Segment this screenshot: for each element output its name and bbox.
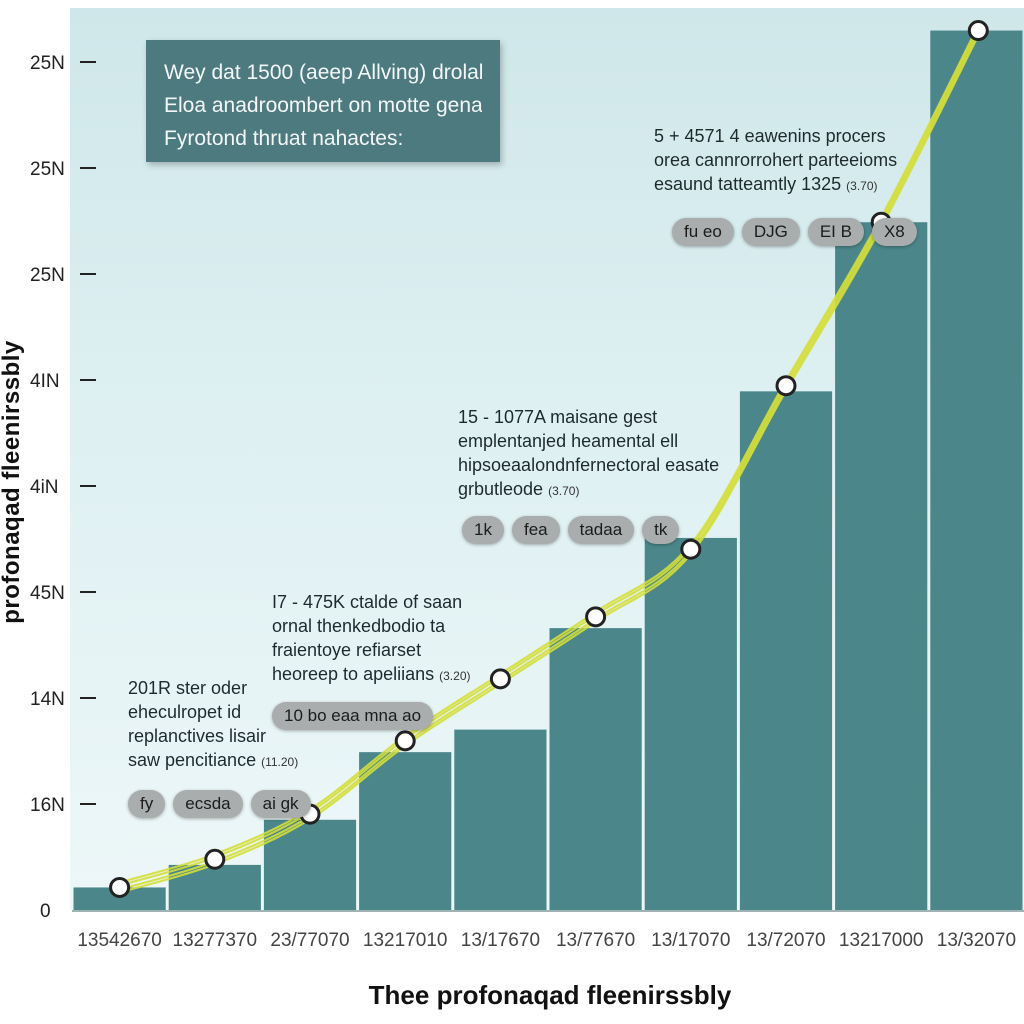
data-point (204, 848, 226, 870)
data-point (489, 668, 511, 690)
annotation-pill: X8 (871, 218, 917, 246)
x-tick-label: 13/72070 (746, 930, 825, 951)
annotation-3-pills: 1k fea tadaa tk (462, 516, 680, 544)
annotation-text: I7 - 475K ctalde of saan (272, 592, 463, 612)
data-point (109, 876, 131, 898)
annotation-pill: EI B (807, 218, 864, 246)
bar (549, 628, 642, 910)
y-tick-label: 14N (30, 689, 65, 710)
annotation-pill: tadaa (567, 516, 635, 544)
y-tick-label: 16N (30, 795, 65, 816)
x-tick-label: 13/77670 (556, 930, 635, 951)
x-tick-label: 13542670 (77, 930, 162, 951)
annotation-text: replanctives lisair (128, 726, 267, 746)
annotation-pill: tk (642, 516, 680, 544)
annotation-text: 15 - 1077A maisane gest (458, 407, 658, 427)
y-tick-label: 25N (30, 265, 65, 286)
annotation-tag: (11.20) (261, 755, 299, 769)
annotation-text: hipsoeaalondnfernectoral easate (458, 455, 720, 475)
annotation-pill: fy (128, 790, 166, 818)
annotation-pill: ecsda (173, 790, 243, 818)
bar (73, 887, 166, 910)
annotation-2-pills: 10 bo eaa mna ao (272, 702, 434, 730)
y-tick-label: 25N (30, 53, 65, 74)
annotation-1: 201R ster oder eheculropet id replanctiv… (128, 676, 298, 774)
x-tick-label: 13217000 (839, 930, 924, 951)
annotation-tag: (3.20) (439, 669, 471, 683)
x-tick-label: 13/17070 (651, 930, 730, 951)
annotation-1-pills: fy ecsda ai gk (128, 790, 311, 818)
bar (454, 729, 547, 910)
annotation-text: saw pencitiance (128, 750, 257, 770)
bar (644, 537, 737, 910)
annotation-text: heoreep to apeliians (272, 664, 435, 684)
annotation-2: I7 - 475K ctalde of saan ornal thenkedbo… (272, 590, 471, 688)
annotation-text: 5 + 4571 4 eawenins procers (654, 126, 886, 146)
annotation-text: esaund tatteamtly 1325 (654, 174, 842, 194)
bar (739, 391, 833, 911)
annotation-text: fraientoye refiarset (272, 640, 422, 660)
data-point (394, 730, 416, 752)
x-axis-label: Thee profonaqad fleenirssbly (368, 980, 732, 1010)
bar (835, 222, 928, 911)
annotation-pill: ai gk (250, 790, 311, 818)
annotation-pill: fu eo (672, 218, 734, 246)
data-point (585, 606, 607, 628)
y-tick-label: 4iN (30, 477, 59, 498)
data-point (967, 20, 989, 42)
annotation-tag: (3.70) (846, 179, 878, 193)
bar-series (73, 30, 1023, 911)
x-tick-label: 13/32070 (937, 930, 1016, 951)
annotation-text: grbutleode (458, 479, 544, 499)
annotation-text: orea cannrorrohert parteeioms (654, 150, 898, 170)
chart-subtitle-line: Fyrotond thruat nahactes: (164, 127, 404, 150)
annotation-pill: 1k (462, 516, 504, 544)
y-tick-label: 45N (30, 583, 65, 604)
bar (263, 819, 357, 910)
x-tick-label: 13217010 (363, 930, 448, 951)
annotation-pill: fea (511, 516, 560, 544)
annotation-pill: DJG (741, 218, 800, 246)
bar (930, 30, 1023, 911)
annotation-text: emplentanjed heamental ell (458, 431, 679, 451)
chart-subtitle-line: Eloa anadroombert on motte genaund) (164, 94, 482, 117)
y-axis-label: profonaqad fleenirssbly (0, 340, 25, 624)
x-tick-label: 23/77070 (270, 930, 349, 951)
annotation-3: 15 - 1077A maisane gest emplentanjed hea… (458, 405, 719, 503)
y-axis: 0 16N 14N 45N 4iN 4IN 25N 25N 25N (30, 53, 96, 922)
x-tick-label: 13/17670 (461, 930, 540, 951)
y-tick-label: 25N (30, 159, 65, 180)
annotation-text: 201R ster oder (128, 678, 248, 698)
y-tick-label: 0 (40, 901, 51, 922)
annotation-text: ornal thenkedbodio ta (272, 616, 446, 636)
data-point (680, 538, 702, 560)
y-tick-label: 4IN (30, 371, 60, 392)
chart-title: Wey dat 1500 (aeep Allving) drolabel? (164, 61, 482, 84)
annotation-pill: 10 bo eaa mna ao (272, 702, 434, 730)
annotation-tag: (3.70) (548, 484, 580, 498)
x-tick-label: 13277370 (173, 930, 258, 951)
bar (359, 752, 452, 910)
x-axis: 13542670 13277370 23/77070 13217010 13/17670… (72, 910, 1024, 951)
annotation-4: 5 + 4571 4 eawenins procers orea cannror… (654, 124, 897, 198)
data-point (775, 375, 797, 397)
chart-title-box: Wey dat 1500 (aeep Allving) drolabel? El… (146, 40, 500, 162)
annotation-4-pills: fu eo DJG EI B X8 (672, 218, 917, 246)
annotation-text: eheculropet id (128, 702, 242, 722)
